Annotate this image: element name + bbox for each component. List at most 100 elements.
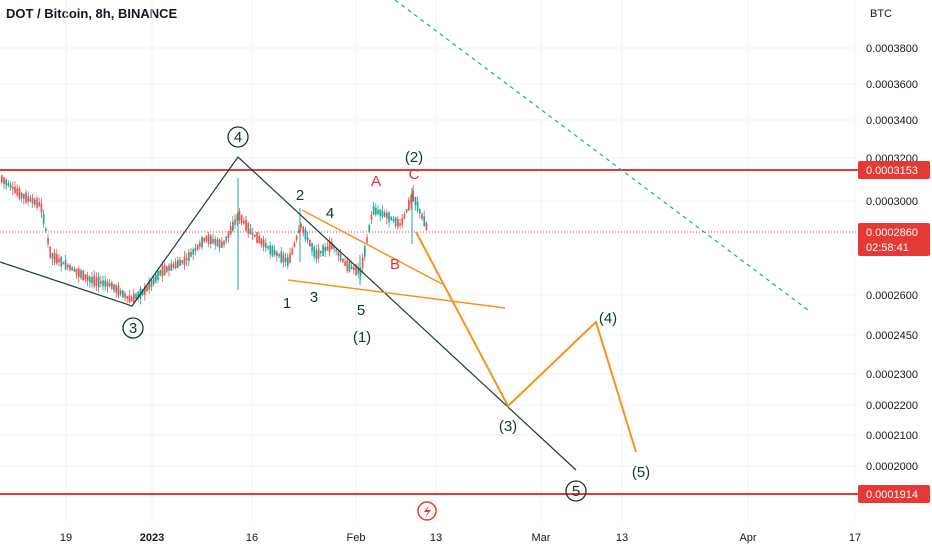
candle-body [357, 267, 360, 274]
candle-body [326, 246, 329, 251]
candle-body [108, 283, 111, 287]
candle-body [291, 248, 294, 255]
candle-body [425, 223, 428, 230]
candle-body [163, 265, 166, 276]
candle-body [214, 238, 217, 245]
candle-body [45, 228, 47, 232]
candle-body [278, 254, 280, 257]
y-tick-label: 0.0002100 [866, 430, 918, 442]
candle-body [416, 201, 419, 211]
candle-body [84, 274, 87, 280]
candle-body [372, 205, 375, 215]
candle-body [414, 196, 417, 206]
candle-body [390, 216, 393, 221]
candle-body [49, 246, 52, 258]
candle-body [146, 285, 148, 292]
x-tick-label: 2023 [140, 532, 164, 544]
candle-body [284, 257, 287, 263]
candle-body [31, 198, 34, 204]
candle-body [60, 256, 63, 267]
candle-body [130, 297, 133, 302]
candle-body [375, 207, 377, 215]
candle-body [205, 235, 208, 241]
candle-body [210, 236, 212, 245]
wave-label: 5 [572, 483, 580, 500]
candle-body [34, 199, 36, 205]
flash-glyph [424, 505, 431, 518]
y-tick-label: 0.0003000 [866, 196, 918, 208]
candle-body [58, 258, 60, 263]
x-tick-label: Apr [739, 532, 756, 544]
candle-body [155, 274, 157, 282]
candle-body [194, 247, 197, 252]
candle-body [137, 291, 140, 299]
candle-body [56, 254, 58, 264]
candle-body [95, 277, 98, 286]
candle-body [302, 226, 305, 234]
candle-body [258, 236, 261, 244]
candle-body [265, 243, 267, 248]
drawings [0, 0, 809, 521]
candle-body [14, 187, 16, 194]
candle-body [148, 282, 151, 290]
candle-body [348, 261, 351, 272]
candle-body [304, 228, 307, 240]
candle-body [298, 229, 300, 233]
candle-body [381, 210, 384, 217]
candle-body [256, 232, 258, 244]
candle-body [300, 223, 302, 228]
candle-body [40, 203, 43, 213]
candle-body [80, 270, 82, 278]
x-tick-label: 13 [430, 532, 442, 544]
candle-body [93, 275, 96, 287]
y-tick-label: 0.0003800 [866, 43, 918, 55]
correction-label: A [371, 173, 381, 190]
y-tick-label: 0.0002300 [866, 369, 918, 381]
wedge-upper-line [301, 209, 443, 285]
candle-body [346, 260, 349, 271]
candle-body [181, 260, 184, 264]
candle-body [368, 225, 371, 233]
wave-label: 1 [283, 295, 291, 312]
candle-body [337, 251, 340, 257]
y-tick-label: 0.0003600 [866, 79, 918, 91]
candle-body [126, 296, 129, 299]
x-tick-label: 19 [60, 532, 72, 544]
wave-label: 4 [234, 129, 242, 146]
candle-body [172, 264, 175, 268]
candle-body [234, 219, 236, 225]
candle-body [273, 250, 276, 255]
candle-body [113, 284, 115, 291]
candle-body [201, 236, 203, 248]
chart-title: DOT / Bitcoin, 8h, BINANCE [6, 6, 178, 21]
candle-body [135, 294, 137, 299]
candle-body [377, 210, 379, 214]
wave-label: (1) [353, 329, 371, 346]
candle-body [408, 199, 410, 211]
y-tick-label: 0.0002450 [866, 330, 918, 342]
candle-body [133, 293, 135, 303]
candle-body [12, 186, 14, 190]
candle-body [23, 193, 25, 200]
candle-body [397, 219, 399, 227]
candle-body [5, 179, 8, 186]
wave-labels: 4 3 5 2 4 1 3 5 (1) (2) (3) (4) (5) A B C [122, 126, 650, 502]
candle-body [190, 251, 192, 257]
candle-body [249, 228, 252, 235]
candle-body [227, 231, 230, 238]
candle-body [315, 250, 318, 260]
candle-body [78, 268, 80, 278]
correction-label: B [390, 256, 400, 273]
candle-body [51, 253, 54, 260]
x-axis: 19 2023 16 Feb 13 Mar 13 Apr 17 [60, 532, 861, 544]
wave-label: 3 [310, 289, 318, 306]
candle-body [196, 244, 199, 250]
price-lines [0, 169, 858, 495]
candle-body [412, 190, 415, 202]
candle-body [166, 266, 168, 272]
wave-label: 4 [326, 205, 334, 222]
candle-body [287, 256, 289, 266]
candle-body [355, 264, 357, 275]
wave-label-circle [565, 480, 587, 502]
